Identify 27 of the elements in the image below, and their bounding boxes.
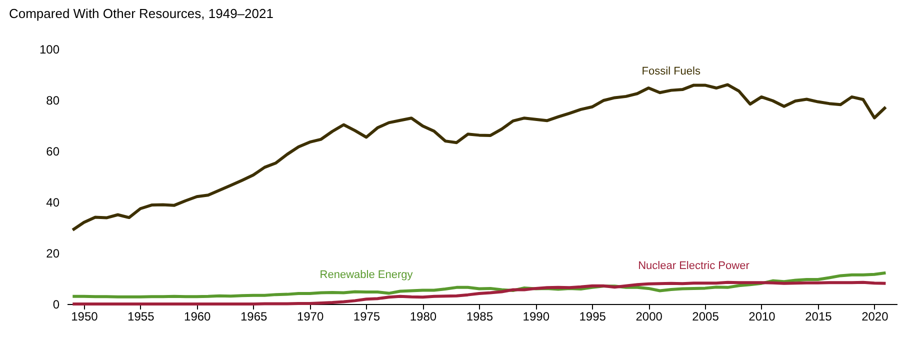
series-label: Nuclear Electric Power: [638, 260, 750, 272]
y-tick-label: 100: [39, 42, 60, 56]
y-tick-label: 60: [46, 144, 60, 158]
x-tick-label: 2010: [748, 310, 776, 324]
x-tick-label: 2005: [692, 310, 720, 324]
y-tick-label: 80: [46, 94, 60, 108]
x-tick-label: 1955: [128, 310, 155, 324]
x-tick-label: 2020: [862, 310, 889, 324]
x-tick-label: 2000: [636, 310, 663, 324]
x-tick-label: 1970: [296, 310, 324, 324]
x-tick-label: 1975: [353, 310, 380, 324]
chart-title: Compared With Other Resources, 1949–2021: [8, 6, 274, 21]
x-tick-label: 1985: [466, 310, 494, 324]
x-tick-label: 1995: [579, 310, 606, 324]
y-tick-label: 20: [46, 246, 60, 260]
x-tick-label: 2015: [805, 310, 832, 324]
y-tick-label: 0: [52, 298, 60, 312]
x-tick-label: 1980: [410, 310, 437, 324]
x-tick-label: 1990: [522, 310, 550, 324]
y-tick-label: 40: [46, 196, 60, 210]
series-label: Fossil Fuels: [642, 65, 701, 78]
line-series: [71, 280, 888, 306]
series-label: Renewable Energy: [320, 269, 414, 282]
x-tick-label: 1960: [184, 310, 212, 324]
line-series: [71, 83, 888, 232]
x-tick-label: 1965: [240, 310, 268, 324]
x-tick-label: 1950: [71, 310, 98, 324]
